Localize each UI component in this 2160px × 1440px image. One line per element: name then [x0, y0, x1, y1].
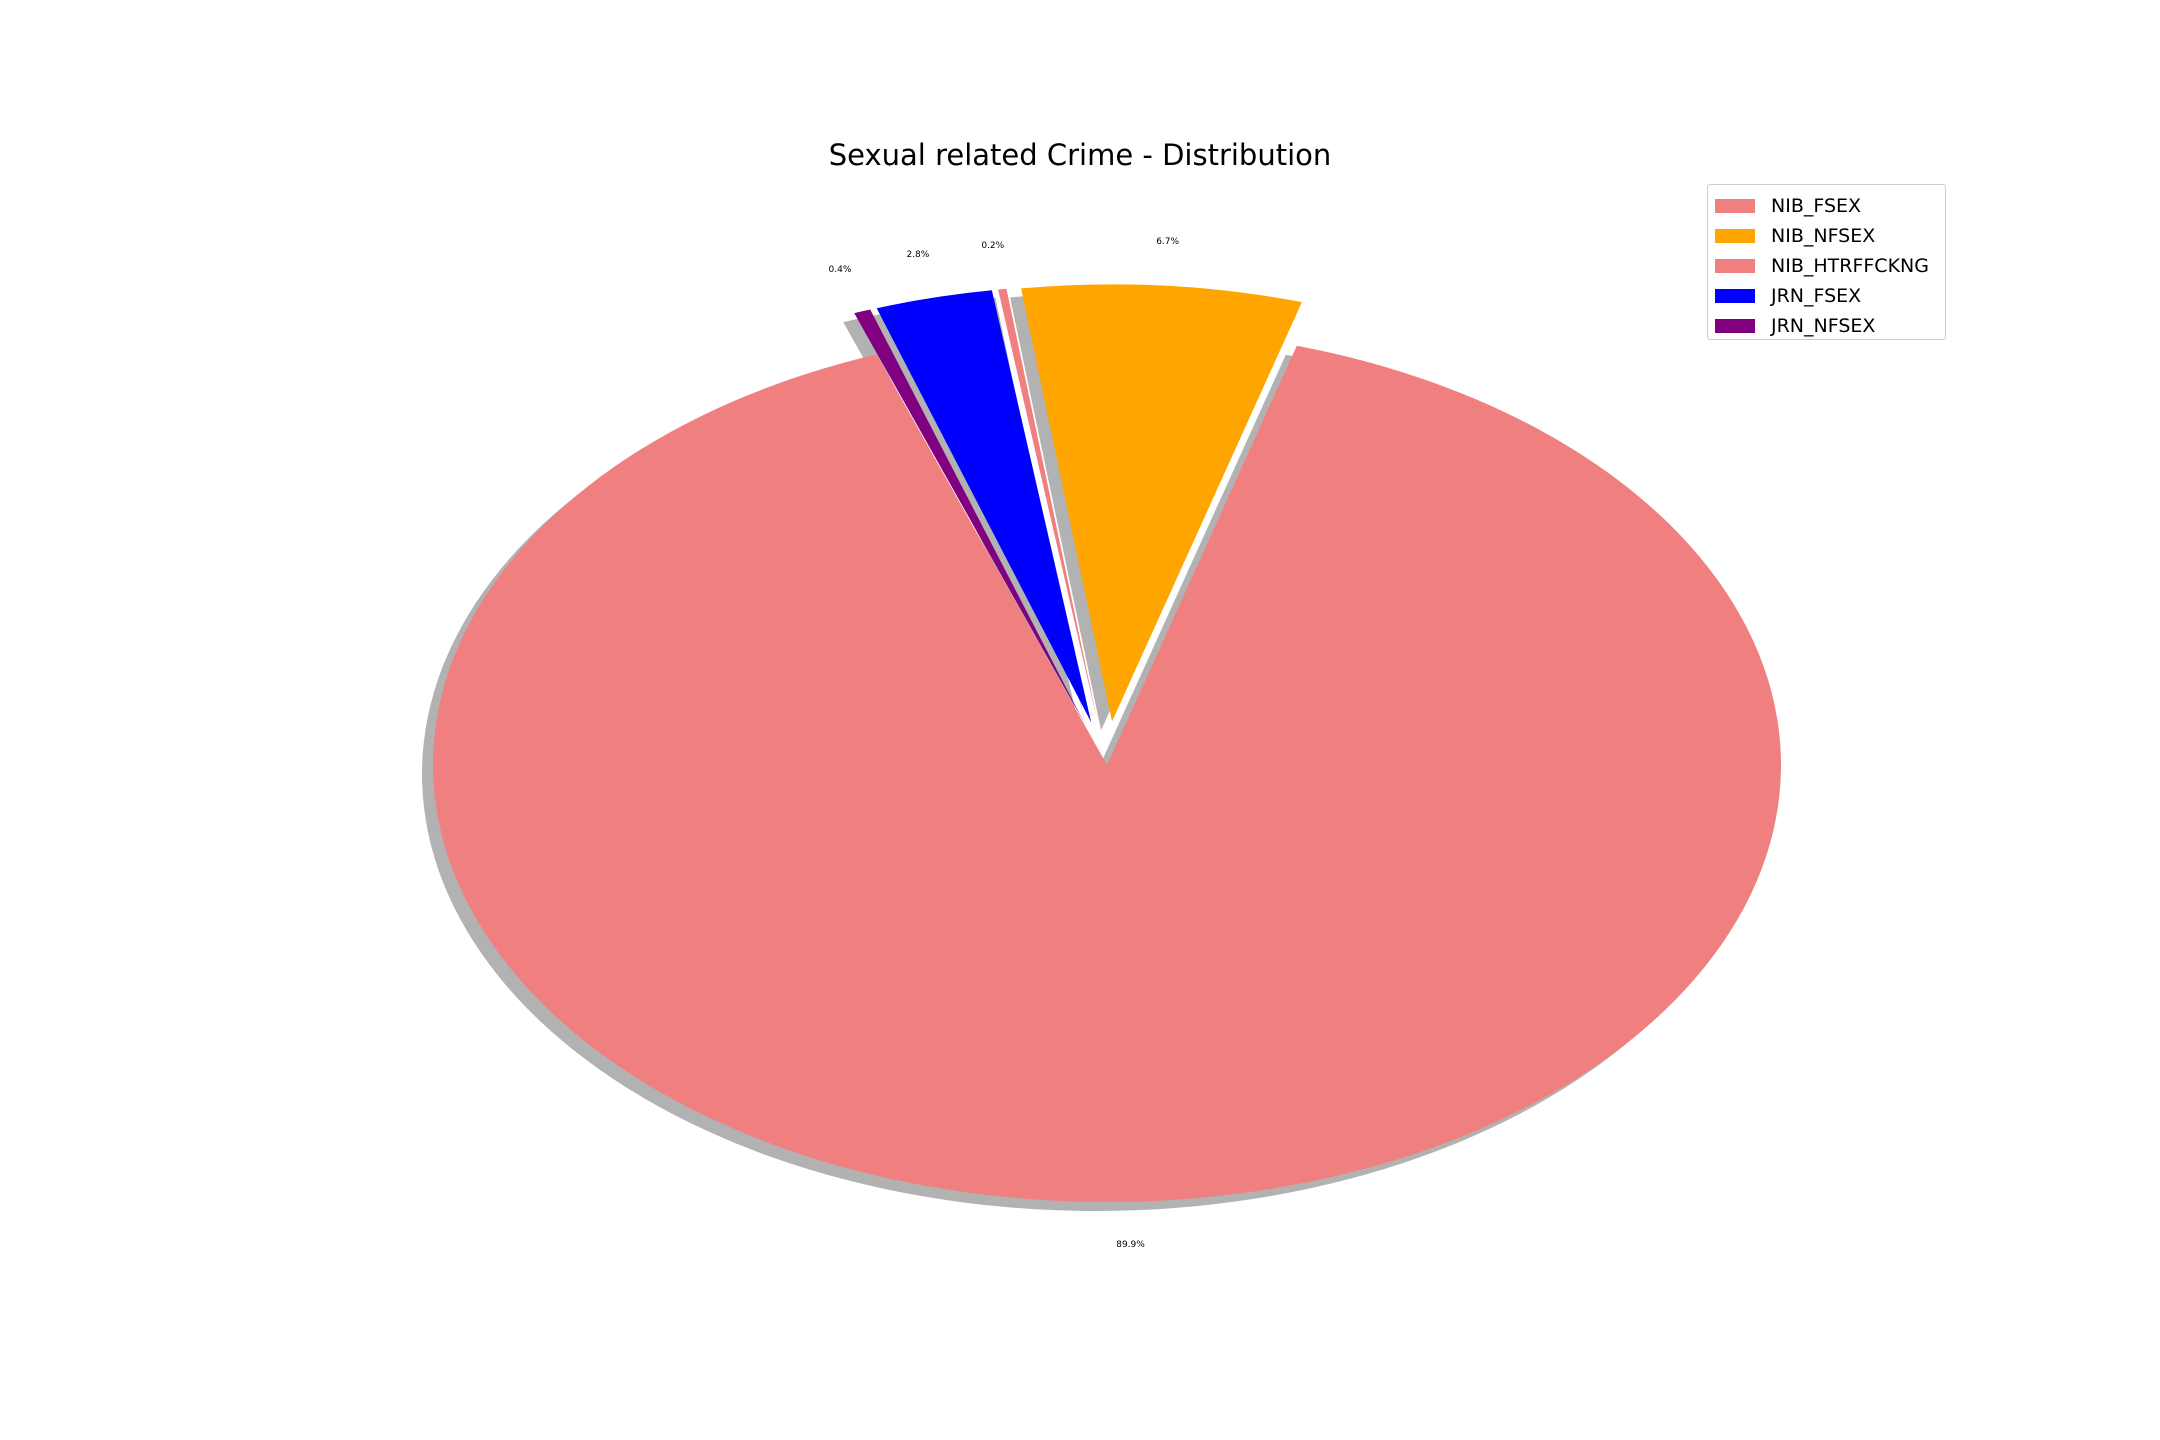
pct-label-nib-fsex: 89.9% [1116, 1240, 1145, 1251]
legend-item: JRN_FSEX [1715, 281, 1938, 311]
chart-title: Sexual related Crime - Distribution [828, 138, 1332, 172]
legend-swatch [1715, 259, 1755, 273]
pct-label-jrn-nfsex: 0.4% [828, 265, 852, 275]
legend-swatch [1715, 199, 1755, 213]
legend-label: NIB_FSEX [1771, 195, 1862, 217]
legend-item: NIB_HTRFFCKNG [1715, 251, 1938, 281]
legend-swatch [1715, 289, 1755, 303]
legend-swatch [1715, 319, 1755, 333]
pie-slice-jrn-nfsex [854, 309, 1085, 724]
legend-label: NIB_NFSEX [1771, 225, 1876, 247]
pie-slice-jrn-fsex [876, 290, 1092, 723]
legend: NIB_FSEX NIB_NFSEX NIB_HTRFFCKNG JRN_FSEX JR… [1707, 184, 1946, 340]
pct-label-nib-nfsex: 6.7% [1156, 237, 1180, 248]
legend-item: JRN_NFSEX [1715, 311, 1938, 341]
pie-slice-nib-htrffckng [998, 288, 1098, 722]
pie-slice-nib-fsex [432, 345, 1782, 1202]
legend-item: NIB_FSEX [1715, 191, 1938, 221]
legend-label: NIB_HTRFFCKNG [1771, 255, 1929, 277]
legend-swatch [1715, 229, 1755, 243]
legend-label: JRN_NFSEX [1771, 315, 1876, 337]
pct-label-jrn-fsex: 2.8% [906, 250, 930, 261]
legend-item: NIB_NFSEX [1715, 221, 1938, 251]
pie-slice-nib-nfsex [1021, 284, 1302, 722]
legend-label: JRN_FSEX [1771, 285, 1862, 307]
pct-label-nib-htrffckng: 0.2% [981, 240, 1005, 251]
